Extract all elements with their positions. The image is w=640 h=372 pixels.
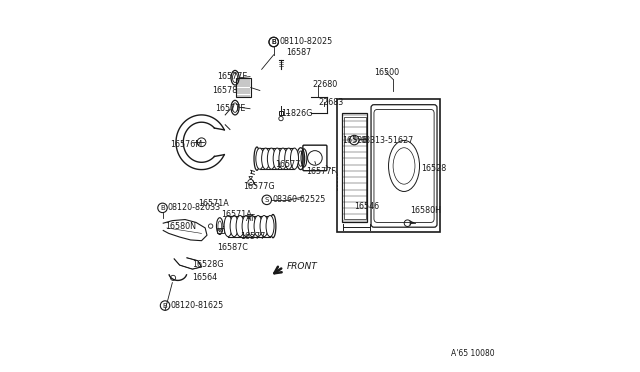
Text: 08110-82025: 08110-82025 [279,38,332,46]
Text: B: B [271,39,276,45]
Text: 16587: 16587 [287,48,312,57]
Ellipse shape [242,215,250,237]
Text: 08313-51627: 08313-51627 [360,135,413,145]
Text: 16528G: 16528G [191,260,223,269]
Bar [337,99,440,231]
Text: 08120-82033: 08120-82033 [168,203,221,212]
Text: 16576M: 16576M [170,140,203,148]
Ellipse shape [254,215,262,237]
Text: 22683: 22683 [319,98,344,107]
Ellipse shape [273,148,281,169]
Text: 08120-81625: 08120-81625 [170,301,224,310]
Text: 16546: 16546 [354,202,379,211]
Bar [342,113,367,222]
Text: 16528: 16528 [421,164,447,173]
Text: 16500: 16500 [374,68,399,77]
Ellipse shape [279,148,287,169]
Text: 16580N: 16580N [165,222,196,231]
Ellipse shape [291,148,298,169]
Ellipse shape [260,215,268,237]
Ellipse shape [236,215,244,237]
Text: 16580H: 16580H [410,206,442,215]
Ellipse shape [285,148,292,169]
Text: B: B [160,205,165,211]
Ellipse shape [224,215,232,237]
Text: 16577F: 16577F [306,167,335,176]
Text: 16578: 16578 [212,86,237,95]
Ellipse shape [268,148,275,169]
Text: 11826G: 11826G [281,109,312,118]
Text: 16587C: 16587C [217,244,248,253]
Text: S: S [352,137,356,143]
Text: S: S [264,197,269,203]
Text: 22680: 22680 [313,80,338,89]
Text: 16577E: 16577E [216,104,246,113]
Text: 16526: 16526 [342,136,367,145]
Ellipse shape [266,215,274,237]
Text: 16577E: 16577E [217,72,248,81]
Text: A'65 10080: A'65 10080 [451,349,495,358]
Text: 08360-62525: 08360-62525 [273,195,326,204]
Text: FRONT: FRONT [287,262,318,272]
Text: AT: AT [246,214,256,223]
Bar [236,78,251,97]
Text: 16577: 16577 [276,160,301,169]
Text: 16577G: 16577G [243,182,275,191]
Bar [344,117,365,219]
Text: B: B [163,302,168,309]
Bar [279,111,283,115]
Text: B: B [271,39,276,45]
Bar [217,228,224,232]
Text: 16577: 16577 [240,232,265,241]
Ellipse shape [230,215,238,237]
Ellipse shape [248,215,256,237]
Ellipse shape [262,148,269,169]
Text: 16571A: 16571A [221,210,252,219]
Ellipse shape [256,148,264,169]
Text: 16564: 16564 [191,273,217,282]
Text: 16571A: 16571A [198,199,228,208]
